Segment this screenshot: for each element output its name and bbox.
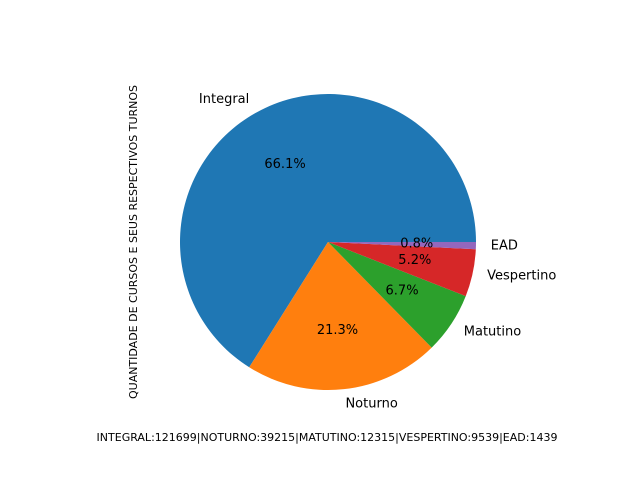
pie-percent-label-noturno: 21.3% [317, 323, 358, 338]
pie-percent-label-ead: 0.8% [400, 237, 433, 252]
pie-category-label-integral: Integral [199, 92, 249, 107]
pie-category-label-ead: EAD [491, 238, 518, 253]
pie-category-label-matutino: Matutino [464, 324, 521, 339]
pie-percent-label-matutino: 6.7% [386, 283, 419, 298]
y-axis-label: QUANTIDADE DE CURSOS E SEUS RESPECTIVOS … [127, 85, 140, 399]
pie-percent-label-vespertino: 5.2% [398, 253, 431, 268]
pie-category-label-vespertino: Vespertino [487, 269, 556, 284]
pie-slice-matutino [328, 242, 466, 348]
pie-slices [180, 93, 477, 390]
pie-labels: 66.1% Integral 21.3% Noturno 6.7% Matutino 5.2… [199, 92, 556, 411]
pie-slice-vespertino [328, 242, 476, 297]
pie-category-label-noturno: Noturno [345, 396, 397, 411]
pie-slice-noturno [249, 242, 432, 390]
pie-slice-integral [180, 93, 477, 368]
pie-slice-ead [328, 242, 476, 250]
x-axis-label: INTEGRAL:121699|NOTURNO:39215|MATUTINO:1… [97, 431, 558, 444]
pie-percent-label-integral: 66.1% [264, 157, 305, 172]
